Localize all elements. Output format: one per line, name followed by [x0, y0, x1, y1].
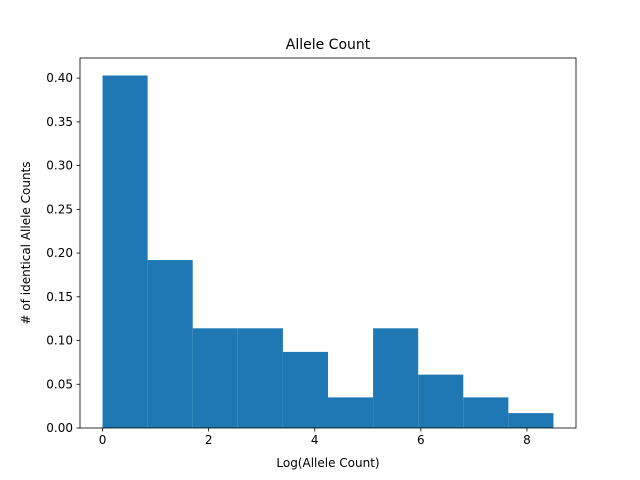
- histogram-bar: [237, 328, 283, 428]
- histogram-bar: [147, 260, 193, 428]
- histogram-bar: [373, 328, 419, 428]
- histogram-bar: [102, 75, 148, 429]
- y-tick-label: 0.30: [46, 159, 73, 173]
- x-tick-label: 0: [99, 433, 107, 447]
- y-tick-label: 0.10: [46, 334, 73, 348]
- y-tick-label: 0.00: [46, 421, 73, 435]
- x-tick-label: 8: [523, 433, 531, 447]
- histogram-bar: [192, 328, 238, 428]
- histogram-bar: [328, 397, 374, 428]
- y-axis-label: # of identical Allele Counts: [19, 161, 33, 324]
- plot-frame: [79, 57, 577, 429]
- y-tick-label: 0.35: [46, 115, 73, 129]
- histogram-bar: [418, 374, 464, 428]
- x-tick-label: 2: [205, 433, 213, 447]
- bars-group: [102, 75, 554, 429]
- y-tick-label: 0.20: [46, 246, 73, 260]
- x-tick-label: 6: [417, 433, 425, 447]
- histogram-bar: [508, 413, 554, 428]
- x-tick-label: 4: [311, 433, 319, 447]
- y-tick-label: 0.15: [46, 290, 73, 304]
- x-axis-ticks: 0 2 4 6 8: [99, 428, 531, 447]
- chart-title: Allele Count: [286, 37, 371, 53]
- histogram-bar: [282, 351, 328, 428]
- y-tick-label: 0.40: [46, 71, 73, 85]
- x-axis-label: Log(Allele Count): [276, 456, 379, 470]
- histogram-bar: [463, 397, 509, 428]
- y-axis-ticks: 0.00 0.05 0.10 0.15 0.20 0.25 0.30 0.35 0.40: [46, 71, 80, 435]
- y-tick-label: 0.05: [46, 377, 73, 391]
- y-tick-label: 0.25: [46, 202, 73, 216]
